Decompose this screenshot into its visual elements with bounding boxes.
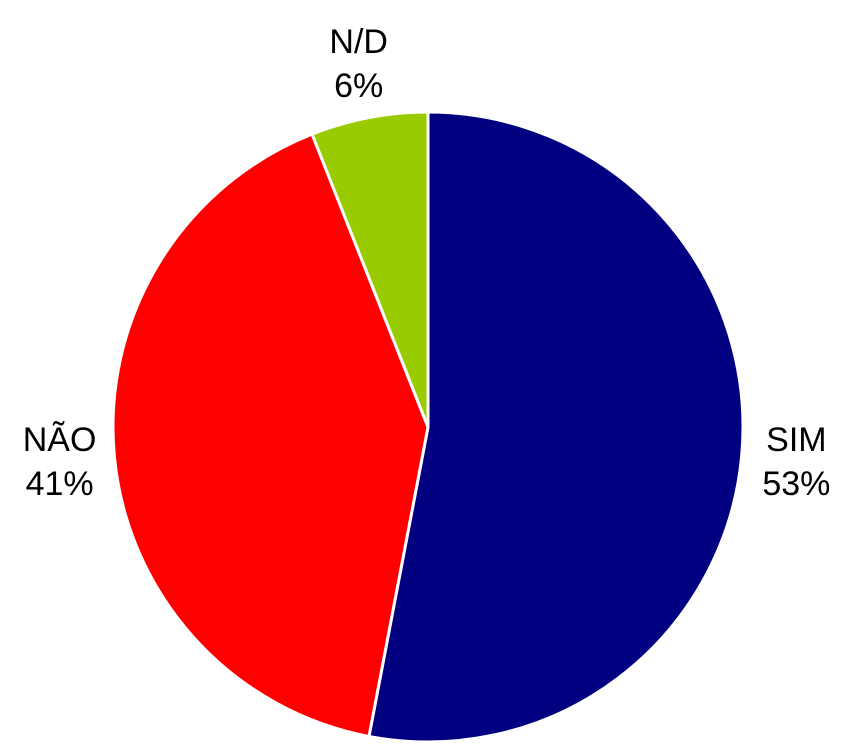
label-nd-value: 6% [329, 64, 388, 108]
label-nd-name: N/D [329, 20, 388, 64]
label-nd: N/D 6% [329, 20, 388, 108]
pie-slices [113, 112, 743, 742]
label-sim-name: SIM [762, 418, 830, 462]
label-nao-name: NÃO [23, 418, 97, 462]
label-nao: NÃO 41% [23, 418, 97, 506]
label-nao-value: 41% [23, 462, 97, 506]
label-sim: SIM 53% [762, 418, 830, 506]
label-sim-value: 53% [762, 462, 830, 506]
